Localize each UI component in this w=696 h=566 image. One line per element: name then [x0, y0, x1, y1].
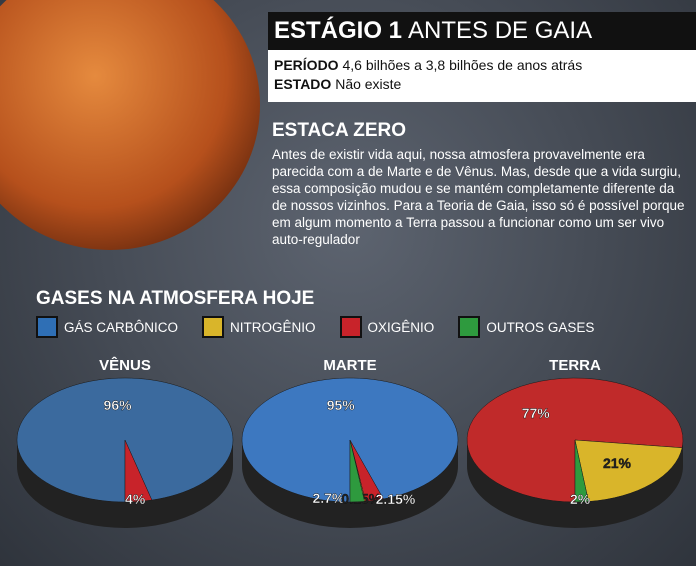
value-label: 95%	[327, 397, 356, 413]
pie-title: MARTE	[323, 357, 376, 374]
infographic: ESTÁGIO 1ANTES DE GAIA PERÍODO 4,6 bilhõ…	[0, 0, 696, 566]
value-label: 2%	[570, 491, 591, 507]
value-label: 2.15%	[376, 491, 416, 507]
pie-title: VÊNUS	[99, 356, 151, 374]
value-label: 4%	[125, 491, 146, 507]
charts: VÊNUS96%4%MARTE95%2.7%0.15%2.15%TERRA77%…	[0, 0, 696, 566]
pie-title: TERRA	[549, 357, 601, 374]
value-label: 21%	[603, 455, 632, 471]
value-label: 96%	[104, 397, 133, 413]
value-label: 2.7%	[312, 490, 344, 506]
value-label: 77%	[522, 405, 551, 421]
